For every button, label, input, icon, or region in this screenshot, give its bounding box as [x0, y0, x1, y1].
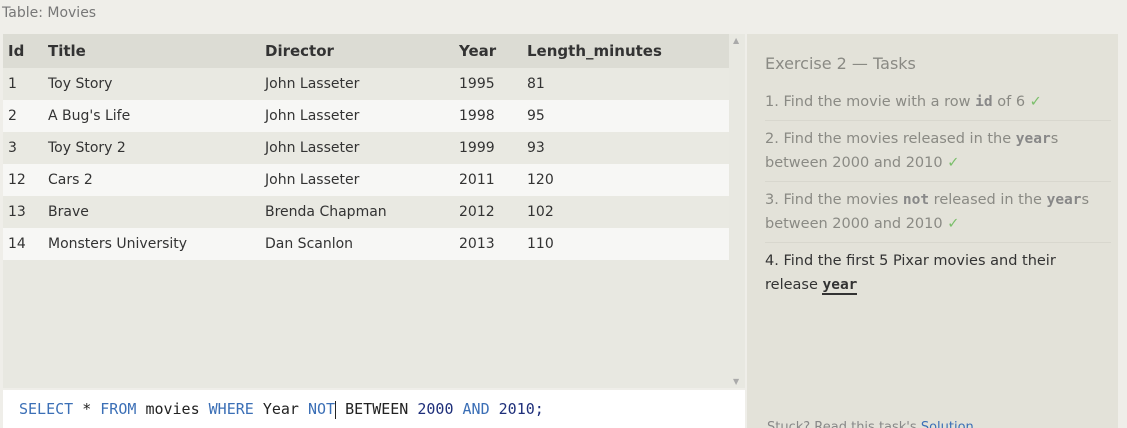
task-panel: Exercise 2 — Tasks 1. Find the movie wit… [747, 34, 1118, 428]
table-cell: 1995 [459, 68, 527, 100]
exercise-title: Exercise 2 — Tasks [765, 54, 916, 73]
table-cell: Toy Story 2 [48, 132, 265, 164]
sql-token: WHERE [208, 400, 254, 418]
task-text: s between 2000 and 2010 [765, 192, 1090, 232]
table-cell: Cars 2 [48, 164, 265, 196]
task: 3. Find the movies not released in the y… [765, 182, 1111, 243]
scrollbar[interactable]: ▲ ▼ [729, 34, 745, 388]
table-cell: 110 [527, 228, 729, 260]
table-cell: A Bug's Life [48, 100, 265, 132]
table-cell: John Lasseter [265, 132, 459, 164]
table-cell: 95 [527, 100, 729, 132]
table-row: 3 Toy Story 2 John Lasseter 1999 93 [3, 132, 729, 164]
table-cell: John Lasseter [265, 100, 459, 132]
cursor [335, 400, 337, 419]
table-cell: 93 [527, 132, 729, 164]
task-text: 4. Find the first 5 Pixar movies and the… [765, 253, 1056, 293]
table-cell: Dan Scanlon [265, 228, 459, 260]
help-text: Stuck? Read this task's Solution [767, 420, 974, 428]
table-cell: 1998 [459, 100, 527, 132]
table-cell: 13 [3, 196, 48, 228]
task: 4. Find the first 5 Pixar movies and the… [765, 243, 1111, 303]
task: 1. Find the movie with a row id of 6 ✓ [765, 84, 1111, 121]
task-code: year [1015, 131, 1051, 147]
task-code: year [1046, 192, 1082, 208]
table-cell: 81 [527, 68, 729, 100]
column-header: Year [459, 34, 527, 68]
sql-token: * [82, 400, 92, 418]
task-text: of 6 [997, 94, 1026, 110]
table-cell: 2011 [459, 164, 527, 196]
table-row: 14 Monsters University Dan Scanlon 2013 110 [3, 228, 729, 260]
column-header: Title [48, 34, 265, 68]
sql-token: NOT [308, 400, 336, 418]
table-label: Table: Movies [2, 5, 97, 21]
sql-token: FROM [100, 400, 137, 418]
results-table: Id Title Director Year Length_minutes 1 Toy St… [3, 34, 729, 388]
task-text: 1. Find the movie with a row [765, 94, 971, 110]
table: Id Title Director Year Length_minutes 1 Toy St… [3, 34, 729, 260]
solution-link[interactable]: Solution [920, 420, 974, 428]
task: 2. Find the movies released in the years… [765, 121, 1111, 182]
sql-token: SELECT [19, 400, 74, 418]
task-text: s between 2000 and 2010 [765, 131, 1059, 171]
task-list: 1. Find the movie with a row id of 6 ✓ 2… [765, 84, 1111, 303]
check-icon: ✓ [1029, 94, 1042, 110]
column-header: Id [3, 34, 48, 68]
check-icon: ✓ [947, 155, 960, 171]
table-cell: 2012 [459, 196, 527, 228]
table-cell: Brave [48, 196, 265, 228]
table-cell: 2 [3, 100, 48, 132]
sql-token: movies [145, 400, 200, 418]
help-label: Stuck? Read this task's [767, 420, 917, 428]
task-text: 3. Find the movies [765, 192, 899, 208]
column-header: Length_minutes [527, 34, 729, 68]
sql-token: 2010; [498, 400, 544, 418]
check-icon: ✓ [947, 216, 960, 232]
table-row: 12 Cars 2 John Lasseter 2011 120 [3, 164, 729, 196]
table-cell: 102 [527, 196, 729, 228]
sql-token: 2000 [417, 400, 454, 418]
task-code: not [902, 192, 930, 208]
table-cell: 1999 [459, 132, 527, 164]
table-cell: 12 [3, 164, 48, 196]
table-row: 1 Toy Story John Lasseter 1995 81 [3, 68, 729, 100]
column-header: Director [265, 34, 459, 68]
table-cell: Brenda Chapman [265, 196, 459, 228]
sql-token: Year [262, 400, 299, 418]
task-text: 2. Find the movies released in the [765, 131, 1012, 147]
table-cell: John Lasseter [265, 68, 459, 100]
table-cell: 14 [3, 228, 48, 260]
table-cell: Toy Story [48, 68, 265, 100]
table-cell: 120 [527, 164, 729, 196]
table-cell: 3 [3, 132, 48, 164]
query-editor[interactable]: SELECT * FROM movies WHERE Year NOT BETW… [3, 390, 745, 428]
table-cell: 2013 [459, 228, 527, 260]
table-cell: 1 [3, 68, 48, 100]
table-cell: John Lasseter [265, 164, 459, 196]
table-cell: Monsters University [48, 228, 265, 260]
sql-token: AND [462, 400, 490, 418]
sql-token: BETWEEN [345, 400, 409, 418]
task-code: id [975, 94, 993, 110]
task-code: year [822, 277, 858, 295]
table-row: 13 Brave Brenda Chapman 2012 102 [3, 196, 729, 228]
task-text: released in the [933, 192, 1042, 208]
